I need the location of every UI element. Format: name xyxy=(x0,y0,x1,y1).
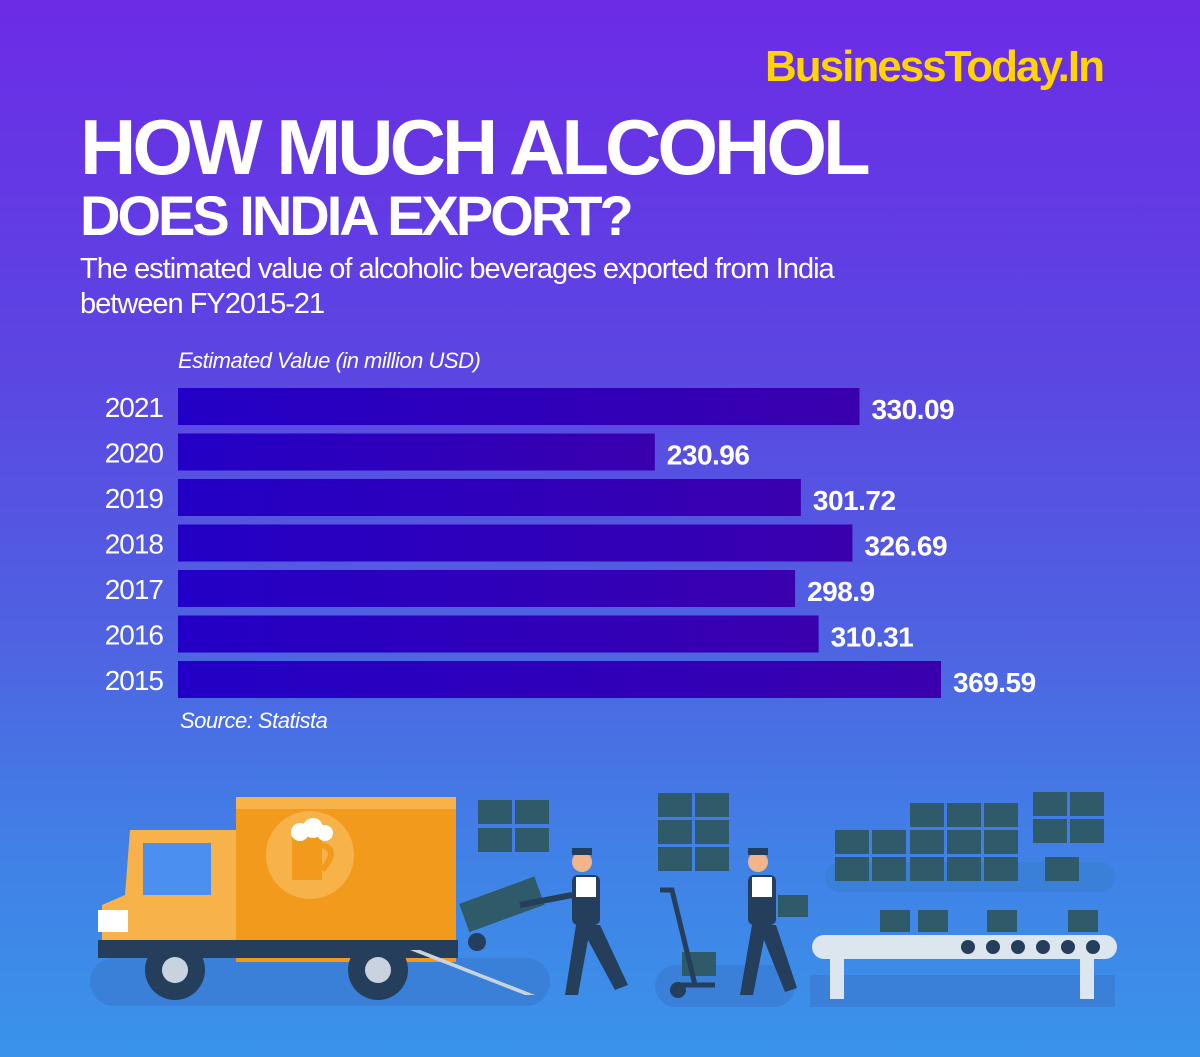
value-label: 298.9 xyxy=(807,576,875,607)
bar-2020 xyxy=(178,433,655,471)
value-label: 230.96 xyxy=(667,440,750,471)
truck-icon xyxy=(98,797,535,1000)
bar-2017 xyxy=(178,570,796,607)
subtitle: The estimated value of alcoholic beverag… xyxy=(80,253,835,320)
source-note: Source: Statista xyxy=(180,708,328,733)
bar-2019 xyxy=(178,479,801,516)
crate-stacks-icon xyxy=(459,792,1104,976)
y-tick-label: 2021 xyxy=(105,392,164,423)
bar-chart: 2021 330.09 2020 230.96 2019 301.72 2018 326.69… xyxy=(105,388,1036,698)
value-label: 369.59 xyxy=(953,667,1036,698)
conveyor-belt-icon xyxy=(812,935,1117,999)
y-tick-label: 2018 xyxy=(105,529,164,560)
bar-2018 xyxy=(178,524,853,562)
bar-2016 xyxy=(178,615,819,653)
y-tick-label: 2017 xyxy=(105,574,164,605)
title-line-1: HOW MUCH ALCOHOL xyxy=(80,103,871,191)
bar-2021 xyxy=(178,388,860,425)
y-tick-label: 2019 xyxy=(105,483,164,514)
title-line-2: DOES INDIA EXPORT? xyxy=(80,184,634,247)
y-tick-label: 2020 xyxy=(105,438,164,469)
value-label: 330.09 xyxy=(871,394,954,425)
bar-2015 xyxy=(178,661,941,698)
export-illustration xyxy=(90,792,1117,1007)
value-label: 326.69 xyxy=(864,531,947,562)
value-label: 310.31 xyxy=(831,622,914,653)
brand-logo: BusinessToday.In xyxy=(765,42,1105,91)
axis-label: Estimated Value (in million USD) xyxy=(178,348,481,373)
worker-icon xyxy=(660,848,797,998)
y-tick-label: 2015 xyxy=(105,665,164,696)
y-tick-label: 2016 xyxy=(105,620,164,651)
value-label: 301.72 xyxy=(813,485,896,516)
worker-icon xyxy=(468,848,628,995)
